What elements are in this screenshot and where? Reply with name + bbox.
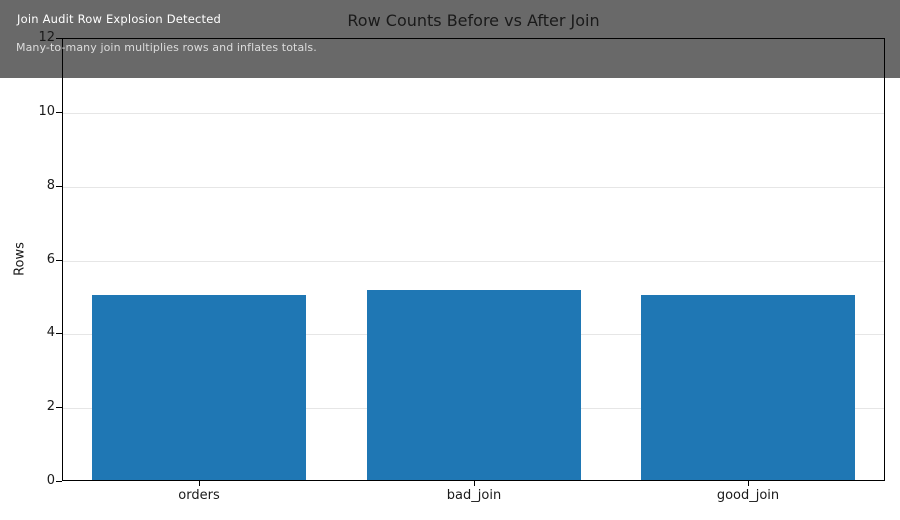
y-tick-label: 8: [46, 178, 55, 193]
bar-good_join: [641, 295, 855, 480]
bar-orders: [92, 295, 306, 480]
banner-subtext: Many-to-many join multiplies rows and in…: [16, 41, 317, 54]
x-tick-mark: [474, 481, 475, 486]
y-tick-mark: [56, 333, 62, 334]
x-tick-label: orders: [178, 488, 220, 503]
y-tick-mark: [56, 407, 62, 408]
y-tick-label: 10: [38, 104, 55, 119]
y-tick-mark: [56, 481, 62, 482]
y-tick-label: 0: [46, 473, 55, 488]
plot-area: [62, 38, 885, 481]
gridline: [63, 261, 884, 262]
chart-title: Row Counts Before vs After Join: [347, 11, 600, 30]
banner-heading-text: Join Audit Row Explosion Detected: [17, 12, 222, 26]
gridline: [63, 187, 884, 188]
y-tick-mark: [56, 112, 62, 113]
x-tick-mark: [748, 481, 749, 486]
y-tick-label: 6: [46, 252, 55, 267]
x-tick-label: bad_join: [446, 488, 502, 503]
bar-bad_join: [367, 290, 581, 480]
y-tick-mark: [56, 186, 62, 187]
y-tick-mark: [56, 260, 62, 261]
x-tick-mark: [199, 481, 200, 486]
y-tick-label: 12: [38, 30, 55, 45]
x-tick-label: good_join: [716, 488, 780, 503]
gridline: [63, 113, 884, 114]
y-tick-mark: [56, 38, 62, 39]
alert-banner: [0, 0, 900, 78]
y-tick-label: 4: [46, 325, 55, 340]
y-tick-label: 2: [46, 399, 55, 414]
